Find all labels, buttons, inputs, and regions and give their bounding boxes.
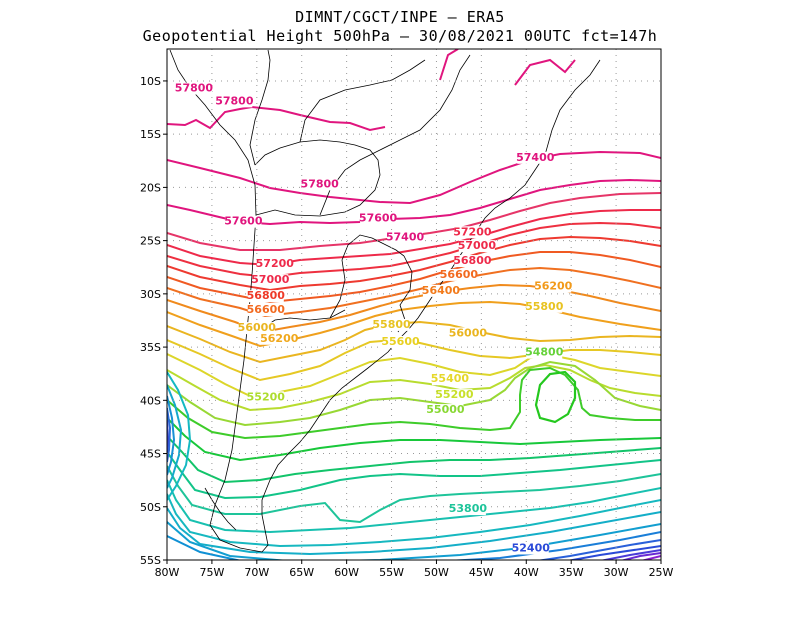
contour-label-bg [216,95,253,108]
contour-label-bg [535,280,572,293]
contour-label: 55400 [431,372,470,385]
contour-label-bg [225,215,262,228]
x-tick-label: 70W [244,566,269,579]
contour-label: 55000 [426,403,465,416]
contour-label-bg [382,335,419,348]
contour-label-bg [387,231,424,244]
contour-label: 56400 [422,284,461,297]
contour-label-bg [238,322,275,335]
contour-label-bg [454,226,491,239]
contour-label: 56200 [534,280,573,293]
contour-label: 57800 [175,82,214,95]
y-tick-label: 25S [140,235,161,248]
contour-label: 55200 [247,390,286,403]
x-tick-label: 80W [155,566,180,579]
contour-label: 55800 [525,300,564,313]
graticule [167,49,661,560]
contour-label: 53800 [449,502,488,515]
contour-label-bg [261,332,298,345]
axis-ticks: 80W 75W 70W 65W 60W 55W 50W 45W 40W 35W 30W 25W 10S 1… [140,75,674,579]
x-tick-label: 30W [604,566,629,579]
x-tick-label: 55W [379,566,404,579]
y-tick-label: 45S [140,448,161,461]
contour-label: 57200 [453,225,492,238]
contour-label: 54800 [525,346,564,359]
contour-label-bg [247,304,284,317]
contour-label: 55200 [435,388,474,401]
contour-label-bg [247,290,284,303]
x-tick-label: 50W [424,566,449,579]
contour-label-bg [512,542,549,555]
contour-label: 57800 [215,94,254,107]
map-frame [166,48,662,561]
contour-label: 56000 [238,321,277,334]
contour-label: 57000 [458,239,497,252]
y-tick-label: 20S [140,181,161,194]
map-title-line2: Geopotential Height 500hPa – 30/08/2021 … [142,27,658,45]
contour-label-bg [256,258,293,271]
x-tick-label: 65W [289,566,314,579]
contour-label-bg [454,255,491,268]
map-title-line1: DIMNT/CGCT/INPE – ERA5 [295,8,505,26]
contour-label-bg [458,240,495,253]
contour-label-bg [252,274,289,287]
y-tick-label: 40S [140,394,161,407]
y-tick-label: 10S [140,75,161,88]
contour-label-bg [247,391,284,404]
contour-label: 56800 [247,289,286,302]
contour-label-bg [175,82,212,95]
y-tick-label: 15S [140,128,161,141]
y-tick-label: 30S [140,288,161,301]
contour-label-bg [449,503,486,516]
contour-label: 56200 [260,332,299,345]
contour-label: 57400 [386,231,425,244]
contour-label: 55800 [372,318,411,331]
contour-label: 57600 [224,215,263,228]
contour-label: 52400 [512,541,551,554]
contour-lines [167,49,661,560]
contour-label-bg [427,404,464,417]
y-tick-label: 55S [140,554,161,567]
coastlines [169,49,601,553]
contour-label: 56600 [440,268,479,281]
contour-label-bg [440,268,477,281]
y-tick-label: 50S [140,501,161,514]
contour-label-bg [422,284,459,297]
contour-label-bg [373,318,410,331]
contour-label-bg [301,178,338,191]
contour-label: 56800 [453,254,492,267]
contour-label: 56600 [247,303,286,316]
contour-label: 57600 [359,211,398,224]
x-tick-label: 40W [514,566,539,579]
x-tick-label: 25W [649,566,674,579]
contour-label-bg [526,300,563,313]
contour-label-bg [360,212,397,225]
contour-label-bg [526,346,563,359]
x-tick-label: 75W [199,566,224,579]
x-tick-label: 35W [559,566,584,579]
x-tick-label: 45W [469,566,494,579]
contour-label: 57400 [516,151,555,164]
contour-label-bg [449,327,486,340]
y-tick-label: 35S [140,341,161,354]
contour-label-bg [517,151,554,164]
contour-label: 55600 [381,335,420,348]
contour-label: 57000 [251,273,290,286]
x-tick-label: 60W [334,566,359,579]
contour-label-bg [436,389,473,402]
contour-label: 57200 [256,257,295,270]
contour-label-bg [431,373,468,386]
contour-label: 56000 [449,326,488,339]
contour-label: 57800 [301,177,340,190]
